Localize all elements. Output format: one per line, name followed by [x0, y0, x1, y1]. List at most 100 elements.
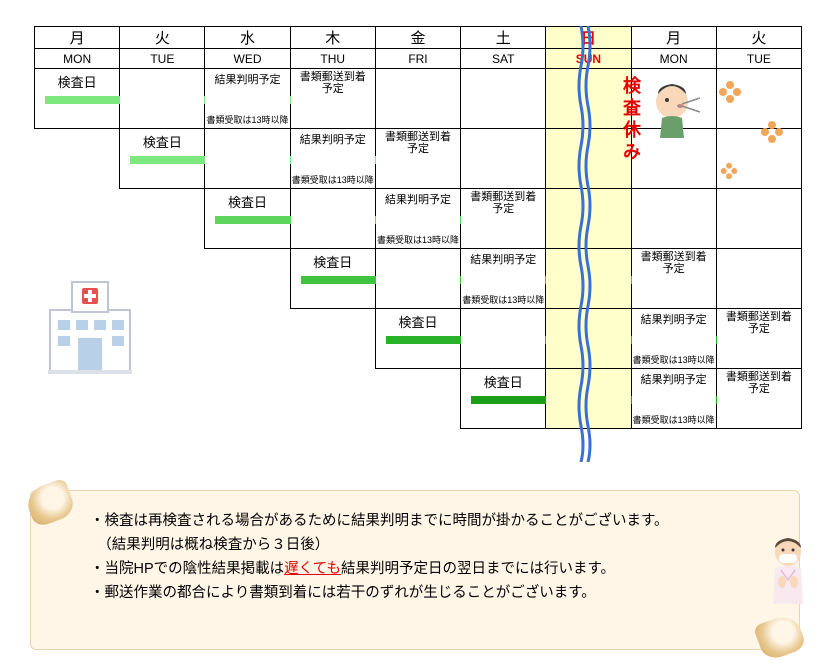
pickup-note: 書類受取は13時以降 [205, 113, 289, 126]
hdr-jp-8: 火 [716, 27, 801, 49]
hdr-en-1: TUE [120, 49, 205, 69]
hdr-en-8: TUE [716, 49, 801, 69]
pickup-note: 書類受取は13時以降 [632, 413, 716, 426]
hdr-jp-3: 木 [290, 27, 375, 49]
schedule-cell: 書類郵送到着予定 [290, 69, 375, 129]
note-3a: ・当院HPでの陰性結果掲載は [90, 561, 284, 577]
testday-label: 検査日 [120, 129, 204, 151]
pickup-note: 書類受取は13時以降 [461, 293, 545, 306]
hdr-jp-0: 月 [35, 27, 120, 49]
wave-left2 [584, 26, 592, 462]
schedule-cell: 書類郵送到着予定 [716, 309, 801, 369]
schedule-cell: 結果判明予定書類受取は13時以降 [461, 249, 546, 309]
schedule-row: 検査日結果判明予定書類受取は13時以降書類郵送到着予定 [35, 189, 802, 249]
mail-label: 書類郵送到着予定 [632, 249, 716, 275]
scroll-curl-icon [23, 478, 77, 529]
schedule-cell [205, 369, 290, 429]
schedule-cell [716, 189, 801, 249]
schedule-cell [461, 129, 546, 189]
schedule-cell [205, 249, 290, 309]
hdr-en-3: THU [290, 49, 375, 69]
schedule-cell [290, 369, 375, 429]
schedule-cell [631, 189, 716, 249]
schedule-cell: 検査日 [290, 249, 375, 309]
hdr-jp-5: 土 [461, 27, 546, 49]
mail-label: 書類郵送到着予定 [461, 189, 545, 215]
mail-label: 書類郵送到着予定 [717, 369, 801, 395]
schedule-cell [716, 249, 801, 309]
schedule-cell: 検査日 [120, 129, 205, 189]
testday-label: 検査日 [461, 369, 545, 391]
note-3c: 結果判明予定日の翌日までには行います。 [341, 561, 615, 577]
result-label: 結果判明予定 [376, 189, 460, 207]
schedule-cell [375, 249, 460, 309]
holiday-text: 検査休み [618, 76, 644, 164]
schedule-cell [461, 309, 546, 369]
schedule-cell [290, 309, 375, 369]
note-line-3: ・当院HPでの陰性結果掲載は遅くても結果判明予定日の翌日までには行います。 [90, 558, 750, 582]
schedule-cell [205, 129, 290, 189]
testday-label: 検査日 [291, 249, 375, 271]
schedule-row: 検査日 結果判明予定書類受取は13時以降 書類郵送到着予定 [35, 249, 802, 309]
result-label: 結果判明予定 [461, 249, 545, 267]
hdr-en-2: WED [205, 49, 290, 69]
hdr-jp-7: 月 [631, 27, 716, 49]
person-swab-icon [650, 80, 700, 138]
testday-label: 検査日 [35, 69, 119, 91]
schedule-cell [120, 69, 205, 129]
schedule-cell [35, 189, 120, 249]
schedule-cell [375, 69, 460, 129]
schedule-cell: 検査日 [205, 189, 290, 249]
schedule-cell [205, 309, 290, 369]
pickup-note: 書類受取は13時以降 [291, 173, 375, 186]
hdr-en-4: FRI [375, 49, 460, 69]
testday-label: 検査日 [376, 309, 460, 331]
schedule-cell: 書類郵送到着予定 [461, 189, 546, 249]
note-line-1: ・検査は再検査される場合があるために結果判明までに時間が掛かることがございます。 [90, 510, 750, 534]
note-3b: 遅くても [284, 561, 341, 577]
schedule-cell: 書類郵送到着予定 [631, 249, 716, 309]
nurse-icon [765, 534, 811, 604]
notes-scroll: ・検査は再検査される場合があるために結果判明までに時間が掛かることがございます。… [30, 490, 800, 650]
mail-label: 書類郵送到着予定 [291, 69, 375, 95]
schedule-cell: 検査日 [35, 69, 120, 129]
schedule-cell: 結果判明予定書類受取は13時以降 [631, 369, 716, 429]
schedule-cell [290, 189, 375, 249]
pickup-note: 書類受取は13時以降 [376, 233, 460, 246]
mail-label: 書類郵送到着予定 [717, 309, 801, 335]
hdr-jp-1: 火 [120, 27, 205, 49]
hdr-jp-2: 水 [205, 27, 290, 49]
pickup-note: 書類受取は13時以降 [632, 353, 716, 366]
note-line-4: ・郵送作業の都合により書類到着には若干のずれが生じることがございます。 [90, 582, 750, 606]
hdr-en-7: MON [631, 49, 716, 69]
hdr-jp-4: 金 [375, 27, 460, 49]
schedule-cell: 結果判明予定書類受取は13時以降 [631, 309, 716, 369]
schedule-cell [375, 369, 460, 429]
schedule-cell [120, 189, 205, 249]
flower-icon [718, 80, 742, 104]
flower-icon [720, 162, 738, 180]
schedule-cell [35, 129, 120, 189]
testday-label: 検査日 [205, 189, 289, 211]
schedule-row: 検査日結果判明予定書類受取は13時以降書類郵送到着予定 [35, 309, 802, 369]
flower-icon [760, 120, 784, 144]
result-label: 結果判明予定 [632, 369, 716, 387]
schedule-cell: 結果判明予定書類受取は13時以降 [375, 189, 460, 249]
schedule-cell: 結果判明予定書類受取は13時以降 [205, 69, 290, 129]
header-en-row: MON TUE WED THU FRI SAT SUN MON TUE [35, 49, 802, 69]
schedule-cell: 結果判明予定書類受取は13時以降 [290, 129, 375, 189]
note-line-2: （結果判明は概ね検査から３日後） [90, 534, 750, 558]
hdr-en-5: SAT [461, 49, 546, 69]
hospital-icon [40, 270, 140, 380]
result-label: 結果判明予定 [632, 309, 716, 327]
scroll-curl-icon [753, 612, 807, 663]
mail-label: 書類郵送到着予定 [376, 129, 460, 155]
schedule-cell: 書類郵送到着予定 [375, 129, 460, 189]
result-label: 結果判明予定 [205, 69, 289, 87]
result-label: 結果判明予定 [291, 129, 375, 147]
hdr-en-0: MON [35, 49, 120, 69]
schedule-cell: 検査日 [461, 369, 546, 429]
schedule-cell: 検査日 [375, 309, 460, 369]
header-jp-row: 月 火 水 木 金 土 日 月 火 [35, 27, 802, 49]
schedule-cell: 書類郵送到着予定 [716, 369, 801, 429]
